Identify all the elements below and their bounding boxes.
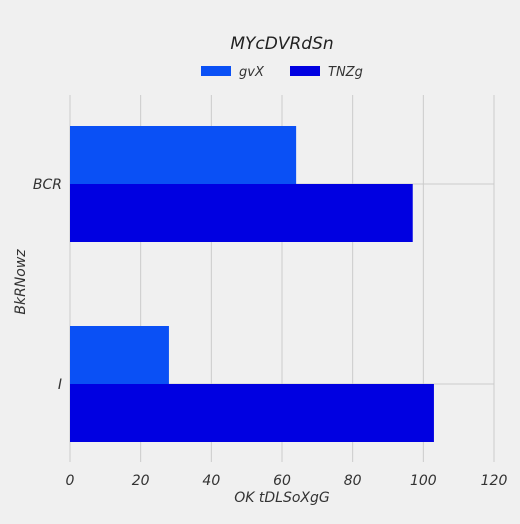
- tick-labels: 0 20 40 60 80 100 120 BCR I: [33, 177, 508, 489]
- x-tick-label: 20: [132, 473, 150, 489]
- legend: gvX TNZg: [201, 65, 363, 80]
- x-tick-label: 120: [481, 473, 508, 489]
- y-tick-label: BCR: [33, 177, 62, 193]
- x-tick-label: 100: [410, 473, 437, 489]
- legend-label-gvx: gvX: [239, 65, 265, 80]
- legend-swatch-tnzg: [290, 66, 320, 76]
- bars: [70, 126, 434, 442]
- legend-label-tnzg: TNZg: [328, 65, 363, 80]
- x-tick-label: 80: [344, 473, 362, 489]
- y-axis-label: BkRNowz: [13, 249, 29, 315]
- x-tick-label: 60: [273, 473, 291, 489]
- chart-title: MYcDVRdSn: [230, 34, 333, 54]
- bar-gvx-bcr: [70, 126, 297, 184]
- bar-tnzg-i: [70, 384, 434, 442]
- y-tick-label: I: [58, 377, 62, 393]
- x-tick-label: 0: [66, 473, 75, 489]
- legend-swatch-gvx: [201, 66, 231, 76]
- bar-tnzg-bcr: [70, 184, 413, 242]
- x-axis-label: OK tDLSoXgG: [234, 490, 330, 506]
- bar-gvx-i: [70, 326, 169, 384]
- x-tick-label: 40: [202, 473, 220, 489]
